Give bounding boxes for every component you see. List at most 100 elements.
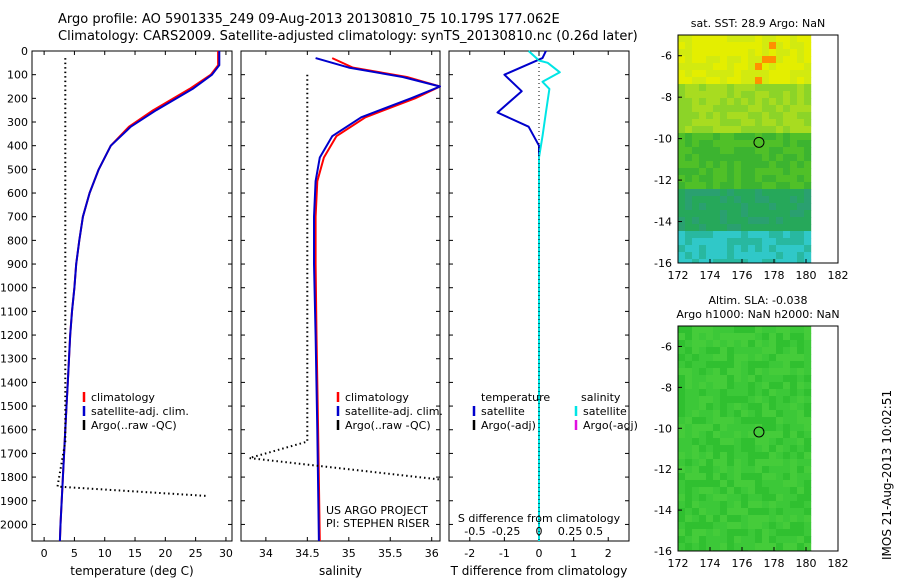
sst-map-cell (783, 175, 791, 183)
sla-map-cell (699, 522, 707, 530)
sst-map-cell (776, 70, 784, 78)
sst-map-cell (713, 252, 721, 260)
sla-map-cell (790, 347, 798, 355)
sst-map-cell (797, 98, 805, 106)
sst-map-cell (678, 217, 686, 225)
sst-map-cell (692, 231, 700, 239)
temperature-xtick-label: 0 (41, 547, 48, 560)
sla-map-cell (776, 375, 784, 383)
sla-map-cell (748, 368, 756, 376)
sla-map-cell (804, 466, 812, 474)
sst-map-cell (776, 154, 784, 162)
temperature-ytick-label: 300 (7, 116, 28, 129)
sst-map-cell (804, 133, 812, 141)
sla-map-cell (755, 382, 763, 390)
sla-map-cell (797, 515, 805, 523)
sla-map-cell (769, 543, 777, 551)
sst-map-cell (706, 42, 714, 50)
sla-map-cell (678, 494, 686, 502)
sst-map-cell (685, 133, 693, 141)
sla-map-cell (762, 424, 770, 432)
sla-map-cell (748, 459, 756, 467)
sla-map-cell (699, 529, 707, 537)
sla-map-cell (762, 529, 770, 537)
sla-map-cell (790, 438, 798, 446)
sla-map-cell (685, 529, 693, 537)
sla-map-cell (699, 326, 707, 334)
sst-map-cell (769, 175, 777, 183)
sla-map-cell (692, 515, 700, 523)
sla-map-cell (804, 452, 812, 460)
sst-map-cell (734, 63, 742, 71)
temperature-panel: 0 5 10 15 20 25 300100200300400500600700800900… (0, 45, 233, 578)
sla-map-cell (720, 459, 728, 467)
sla-map-cell (797, 487, 805, 495)
sla-map-cell (713, 529, 721, 537)
sla-map-cell (797, 368, 805, 376)
sla-map-xtick-label: 178 (764, 557, 785, 570)
temperature-ytick-label: 1300 (0, 353, 28, 366)
sla-map-cell (734, 438, 742, 446)
sla-map-cell (720, 522, 728, 530)
sst-map-cell (755, 133, 763, 141)
sst-map-cell (741, 42, 749, 50)
sst-map-cell (685, 112, 693, 120)
temperature-ytick-label: 900 (7, 258, 28, 271)
sla-map-cell (699, 536, 707, 544)
sla-map-cell (790, 368, 798, 376)
sst-map-cell (783, 98, 791, 106)
sst-map-cell (755, 126, 763, 134)
sla-map-cell (762, 361, 770, 369)
sst-map-cell (769, 203, 777, 211)
sla-map-cell (699, 487, 707, 495)
sla-map-cell (797, 529, 805, 537)
sst-map-cell (755, 140, 763, 148)
sst-map-cell (734, 35, 742, 43)
sst-map-ytick-label: -6 (661, 50, 672, 63)
sst-map-cell (706, 245, 714, 253)
sst-map-cell (734, 259, 742, 264)
sst-map-cell (748, 168, 756, 176)
sla-map-cell (804, 473, 812, 481)
sst-map-cell (776, 168, 784, 176)
sla-map-xtick-label: 174 (700, 557, 721, 570)
sst-map-cell (713, 119, 721, 127)
sla-map-cell (783, 501, 791, 509)
sst-map-cell (790, 259, 798, 264)
sla-map-cell (678, 403, 686, 411)
sla-map-cell (734, 487, 742, 495)
sst-map-cell (790, 105, 798, 113)
sst-map-cell (692, 147, 700, 155)
sst-map-cell (727, 63, 735, 71)
sla-map-ytick-label: -6 (661, 340, 672, 353)
sla-map-cell (755, 529, 763, 537)
sla-map-cell (741, 424, 749, 432)
sst-map-cell (678, 182, 686, 190)
sst-map-cell (783, 217, 791, 225)
sla-map-cell (685, 333, 693, 341)
differences-xlabel: T difference from climatology (450, 564, 628, 578)
sst-map-cell (783, 63, 791, 71)
sla-map-cell (769, 389, 777, 397)
sla-map-cell (762, 396, 770, 404)
sla-map-cell (727, 494, 735, 502)
sst-map-cell (783, 224, 791, 232)
sla-map-cell (755, 480, 763, 488)
sla-map-cell (769, 480, 777, 488)
sla-map-cell (741, 452, 749, 460)
sla-map-cell (720, 501, 728, 509)
sla-map-cell (720, 445, 728, 453)
sst-map-cell (769, 231, 777, 239)
sst-map-cell (755, 63, 763, 71)
sst-map-cell (804, 182, 812, 190)
sst-map-cell (804, 245, 812, 253)
sst-map-cell (769, 140, 777, 148)
sst-map-cell (741, 77, 749, 85)
sst-map-cell (734, 210, 742, 218)
sst-map-cell (699, 210, 707, 218)
sst-map-cell (741, 231, 749, 239)
sla-map-cell (769, 494, 777, 502)
sla-map-cell (783, 333, 791, 341)
sst-map-cell (748, 35, 756, 43)
sst-map-cell (706, 70, 714, 78)
